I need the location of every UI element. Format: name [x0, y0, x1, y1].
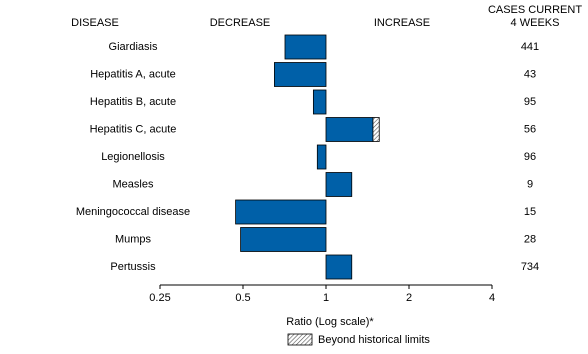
bar: [316, 144, 327, 170]
legend-swatch: [287, 333, 313, 346]
legend-label: Beyond historical limits: [318, 334, 430, 346]
category-label: Hepatitis A, acute: [90, 68, 176, 80]
category-label: Giardiasis: [109, 41, 158, 53]
bar: [284, 34, 327, 60]
cases-value: 28: [524, 233, 536, 245]
header-cases: 4 WEEKS: [511, 17, 560, 29]
bar: [325, 172, 353, 197]
cases-value: 95: [524, 96, 536, 108]
x-axis-label: Ratio (Log scale)*: [286, 316, 374, 328]
bar: [235, 199, 327, 225]
bar: [274, 62, 327, 87]
cases-value: 441: [521, 41, 539, 53]
cases-value: 43: [524, 68, 536, 80]
x-tick-label: 1: [323, 292, 329, 304]
bar: [325, 254, 353, 280]
bar: [325, 117, 374, 142]
bar: [312, 89, 327, 115]
category-label: Meningococcal disease: [76, 206, 190, 218]
header-decrease: DECREASE: [210, 17, 271, 29]
header-increase: INCREASE: [374, 17, 430, 29]
category-label: Legionellosis: [101, 151, 165, 163]
cases-value: 9: [527, 178, 533, 190]
category-label: Mumps: [115, 233, 152, 245]
category-label: Measles: [113, 178, 154, 190]
x-tick-label: 4: [489, 292, 495, 304]
cases-value: 96: [524, 151, 536, 163]
beyond-limit-segment: [372, 117, 380, 142]
bar: [240, 227, 327, 252]
x-tick-label: 0.25: [149, 292, 170, 304]
cases-value: 56: [524, 123, 536, 135]
cases-value: 734: [521, 261, 539, 273]
x-tick-label: 0.5: [235, 292, 250, 304]
x-tick-label: 2: [406, 292, 412, 304]
header-cases: CASES CURRENT: [488, 4, 582, 16]
category-label: Hepatitis C, acute: [90, 123, 177, 135]
category-label: Pertussis: [110, 261, 156, 273]
category-label: Hepatitis B, acute: [90, 96, 176, 108]
cases-value: 15: [524, 206, 536, 218]
header-disease: DISEASE: [71, 17, 119, 29]
